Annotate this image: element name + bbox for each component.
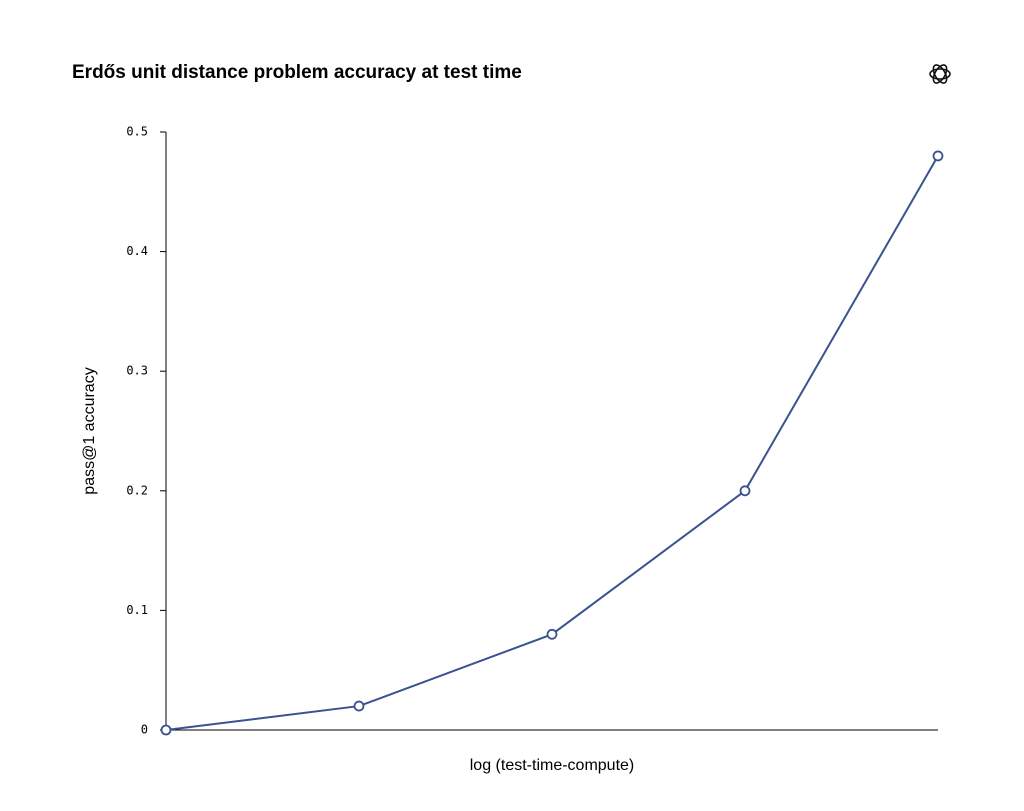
chart-title: Erdős unit distance problem accuracy at … bbox=[72, 62, 522, 83]
point bbox=[546, 628, 558, 640]
y-axis-label: pass@1 accuracy bbox=[81, 367, 98, 494]
y-tick-label: 0 bbox=[141, 723, 148, 737]
logo bbox=[929, 64, 951, 84]
line bbox=[165, 155, 939, 731]
y-tick-label: 0.3 bbox=[126, 364, 148, 378]
point bbox=[353, 700, 365, 712]
point bbox=[160, 724, 172, 736]
point bbox=[932, 150, 944, 162]
y-tick-label: 0.4 bbox=[126, 244, 148, 258]
point bbox=[739, 485, 751, 497]
x-axis-label: log (test-time-compute) bbox=[470, 757, 635, 774]
y-tick-label: 0.5 bbox=[126, 125, 148, 139]
y-tick-label: 0.2 bbox=[126, 483, 148, 497]
y-tick-label: 0.1 bbox=[126, 603, 148, 617]
